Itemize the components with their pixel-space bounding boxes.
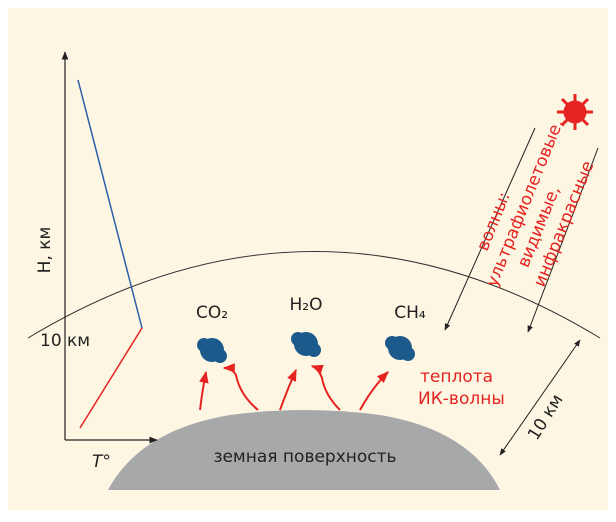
diagram: земная поверхность H, км 10 км T° CO₂ H₂… [0,0,616,518]
height-mark: 10 км [40,331,90,351]
heat-label: ИК-волны [418,389,505,409]
x-axis-label: T° [92,452,111,472]
molecule-label: H₂O [290,295,323,315]
molecule-label: CH₄ [394,303,426,323]
y-axis-label: H, км [35,227,55,274]
molecule-label: CO₂ [196,303,228,323]
heat-label: теплота [420,367,493,387]
surface-label: земная поверхность [213,447,396,467]
